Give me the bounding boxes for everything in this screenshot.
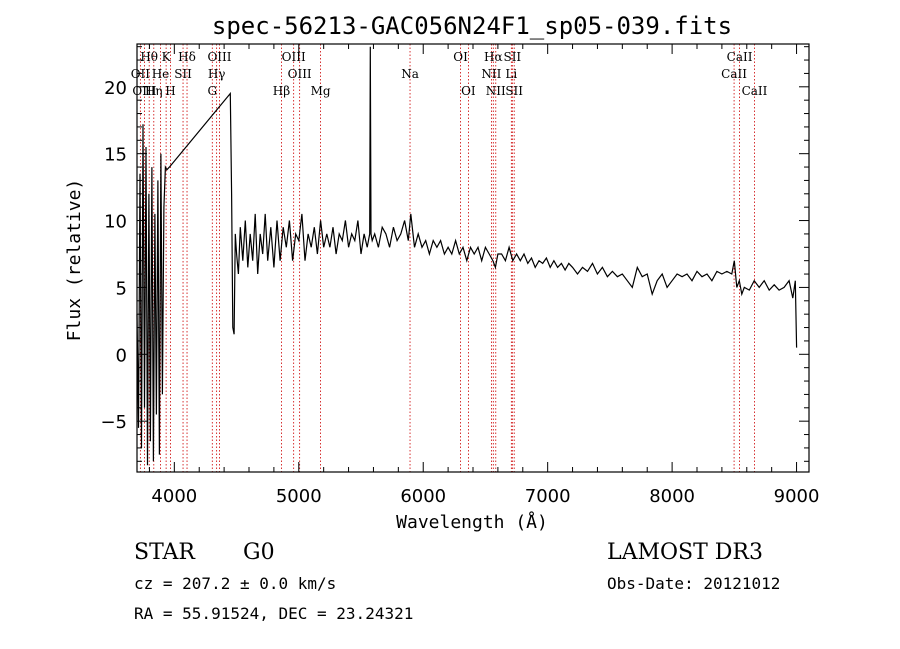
spectral-line-label: OII <box>131 67 151 81</box>
obs-date: Obs-Date: 20121012 <box>607 574 780 593</box>
spectral-line-label: G <box>207 84 217 98</box>
object-subclass: G0 <box>243 540 275 565</box>
spectral-line-label: SII <box>503 50 521 64</box>
y-tick-label: −5 <box>100 412 127 433</box>
y-tick-label: 0 <box>116 345 127 366</box>
x-tick-label: 4000 <box>151 486 197 507</box>
spectral-line-label: OI <box>453 50 468 64</box>
object-class: STAR <box>134 540 196 565</box>
chart-title: spec-56213-GAC056N24F1_sp05-039.fits <box>212 12 732 40</box>
spectral-line-label: SII <box>505 84 523 98</box>
axis-ticks: 4000 5000 6000 7000 8000 9000 −5 0 5 10 15 20 <box>100 44 819 507</box>
coordinates: RA = 55.91524, DEC = 23.24321 <box>134 604 413 623</box>
spectral-line-label: OI <box>461 84 476 98</box>
spectral-line-label: Mg <box>311 84 331 98</box>
spectral-line-label: CaII <box>742 84 768 98</box>
spectral-line-label: CaII <box>721 67 747 81</box>
spectral-line-label: OIII <box>207 50 231 64</box>
redshift-info: cz = 207.2 ± 0.0 km/s <box>134 574 336 593</box>
spectral-line-label: K <box>162 50 172 64</box>
spectral-line-label: Na <box>401 67 419 81</box>
survey-name: LAMOST DR3 <box>607 540 763 565</box>
spectral-line-label: OIII <box>282 50 306 64</box>
y-tick-label: 20 <box>104 78 127 99</box>
y-axis-label: Flux (relative) <box>64 179 85 342</box>
spectral-line-label: Li <box>505 67 517 81</box>
spectral-line-label: OIII <box>132 84 156 98</box>
y-tick-label: 10 <box>104 212 127 233</box>
x-axis-label: Wavelength (Å) <box>396 511 548 533</box>
flux-series-line <box>136 46 798 466</box>
spectral-line-label: Hη <box>145 84 163 98</box>
spectral-line-label: He <box>152 67 170 81</box>
spectral-line-label: H <box>165 84 175 98</box>
y-tick-label: 5 <box>116 278 127 299</box>
plot-frame <box>136 43 810 473</box>
x-tick-label: 5000 <box>276 486 322 507</box>
x-tick-label: 7000 <box>525 486 571 507</box>
spectral-line-label: OIII <box>288 67 312 81</box>
x-tick-label: 6000 <box>400 486 446 507</box>
spectral-line-label: Hβ <box>273 84 290 98</box>
x-tick-label: 9000 <box>774 486 820 507</box>
x-tick-label: 8000 <box>649 486 695 507</box>
spectral-line-label: Hα <box>484 50 503 64</box>
spectral-line-label: NII <box>481 67 501 81</box>
spectral-line-label: CaII <box>727 50 753 64</box>
spectral-line-label: Hθ <box>140 50 158 64</box>
y-tick-label: 15 <box>104 145 127 166</box>
spectral-line-label: Hγ <box>208 67 226 81</box>
spectral-line-label: Hδ <box>178 50 196 64</box>
spectral-line-label: SII <box>174 67 192 81</box>
spectral-line-label: NII <box>486 84 506 98</box>
